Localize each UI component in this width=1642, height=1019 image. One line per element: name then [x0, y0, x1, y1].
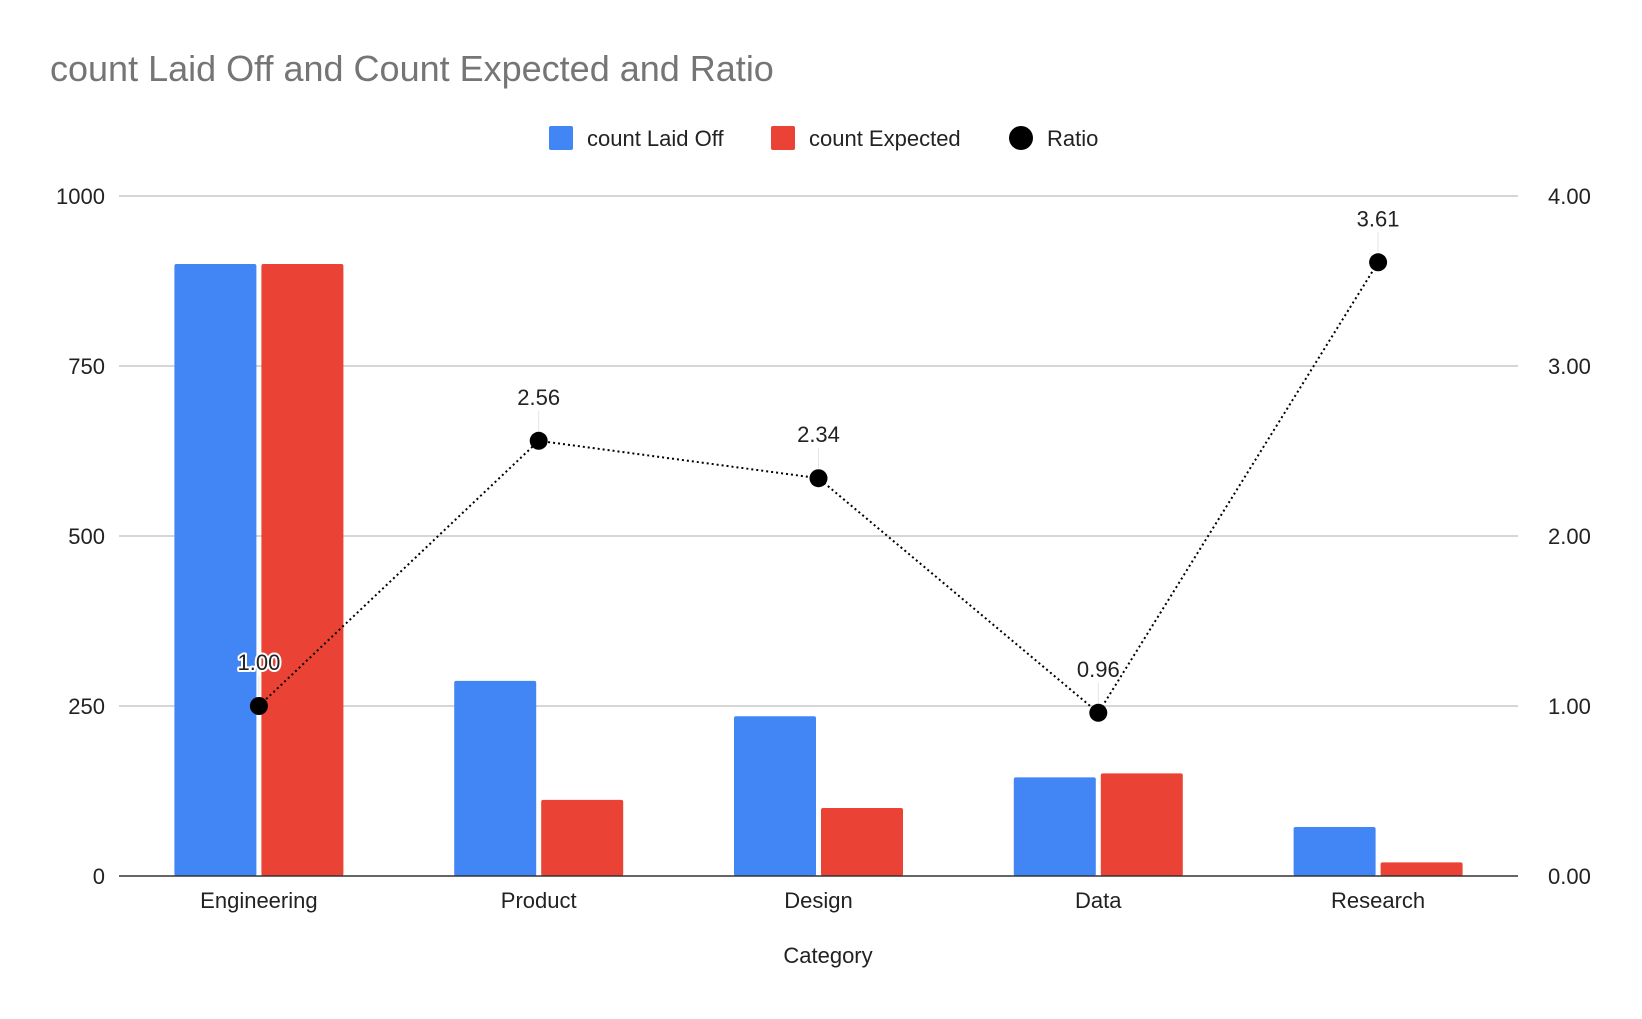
x-axis: Engineering Product Design Data Research: [119, 875, 1518, 913]
ratio-point: [1089, 703, 1108, 722]
chart-title: count Laid Off and Count Expected and Ra…: [50, 48, 774, 89]
bar: [734, 716, 816, 876]
data-label: 1.00: [237, 650, 280, 675]
y-tick-label-right: 3.00: [1548, 354, 1591, 379]
legend-swatch: [771, 126, 795, 150]
gridlines: [119, 195, 1518, 707]
ratio-series: 1.00 2.56 2.34 0.96 3.61: [235, 204, 1402, 722]
y-tick-label-right: 2.00: [1548, 524, 1591, 549]
legend-label: count Expected: [809, 126, 961, 151]
y-tick-label-right: 1.00: [1548, 694, 1591, 719]
y-tick-label-left: 250: [68, 694, 105, 719]
legend-label: Ratio: [1047, 126, 1098, 151]
x-tick-label: Data: [1075, 888, 1122, 913]
bar: [1013, 777, 1096, 876]
legend: count Laid Off count Expected Ratio: [549, 126, 1098, 151]
legend-label: count Laid Off: [587, 126, 724, 151]
bar: [541, 799, 624, 876]
bar: [1380, 862, 1463, 876]
ratio-line: [258, 261, 1379, 715]
data-label: 0.96: [1077, 657, 1120, 682]
ratio-point: [1369, 253, 1388, 272]
x-axis-title: Category: [783, 943, 872, 968]
bar-series: [174, 264, 1463, 876]
legend-swatch: [549, 126, 573, 150]
bar: [261, 264, 344, 876]
ratio-point: [529, 431, 548, 450]
x-tick-label: Engineering: [200, 888, 317, 913]
y-tick-label-right: 0.00: [1548, 864, 1591, 889]
y-tick-label-left: 0: [93, 864, 105, 889]
y-tick-label-right: 4.00: [1548, 184, 1591, 209]
bar: [821, 808, 903, 876]
y-tick-label-left: 1000: [56, 184, 105, 209]
legend-marker: [1009, 126, 1033, 150]
y-tick-label-left: 750: [68, 354, 105, 379]
x-tick-label: Research: [1331, 888, 1425, 913]
y-axis-left: 0 250 500 750 1000: [56, 184, 105, 889]
bar: [454, 680, 537, 876]
ratio-point: [809, 469, 828, 488]
bar: [1100, 773, 1183, 876]
x-tick-label: Product: [501, 888, 577, 913]
bar: [174, 264, 257, 876]
y-axis-right: 0.00 1.00 2.00 3.00 4.00: [1548, 184, 1591, 889]
data-label: 2.34: [797, 422, 840, 447]
data-label: 3.61: [1357, 206, 1400, 231]
ratio-point: [249, 697, 268, 715]
x-tick-label: Design: [784, 888, 852, 913]
data-label: 2.56: [517, 385, 560, 410]
y-tick-label-left: 500: [68, 524, 105, 549]
bar: [1293, 827, 1376, 876]
